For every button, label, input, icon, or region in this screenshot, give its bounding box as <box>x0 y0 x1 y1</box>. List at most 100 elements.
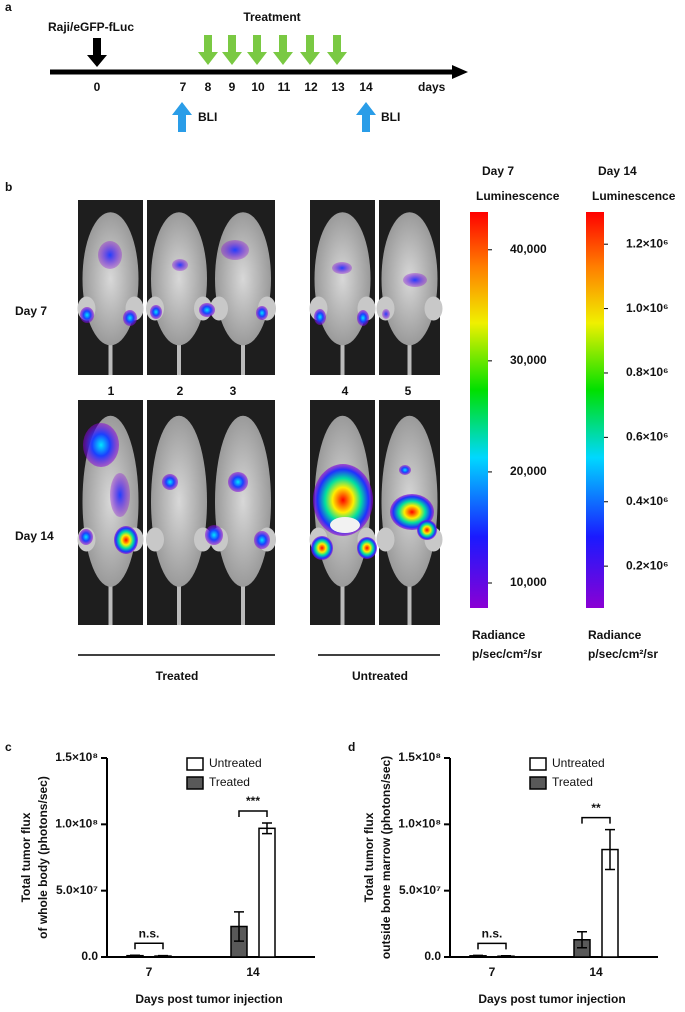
significance-label: n.s. <box>482 927 503 941</box>
legend-label: Untreated <box>209 756 262 770</box>
x-tick-label: 7 <box>146 965 153 979</box>
colorbar-title: Day 14 <box>598 164 637 178</box>
bli-signal <box>205 525 223 545</box>
colorbar-tick-label: 1.0×10⁶ <box>626 301 669 315</box>
mouse-body <box>215 212 271 346</box>
y-tick-label: 0.0 <box>81 949 98 963</box>
day-label: 7 <box>180 80 187 94</box>
bli-signal <box>79 529 93 545</box>
bli-signal <box>228 472 248 492</box>
bli-signal <box>114 526 138 554</box>
colorbar <box>586 212 604 608</box>
colorbar-tick-label: 10,000 <box>510 575 547 589</box>
y-tick-label: 1.5×10⁸ <box>398 750 441 764</box>
significance-bracket <box>477 942 507 950</box>
y-tick-label: 0.0 <box>424 949 441 963</box>
mouse-leg <box>376 296 395 321</box>
treatment-arrow <box>327 35 347 65</box>
colorbar-unit: p/sec/cm²/sr <box>588 647 658 661</box>
day-label: 10 <box>251 80 265 94</box>
treatment-arrow <box>300 35 320 65</box>
colorbar-tick-label: 0.6×10⁶ <box>626 430 669 444</box>
colorbar-tick-label: 30,000 <box>510 353 547 367</box>
panel-letter: b <box>5 180 12 194</box>
mouse-body <box>82 212 139 346</box>
bli-signal <box>314 309 326 325</box>
bli-signal <box>417 520 437 540</box>
bli-signal <box>123 310 137 326</box>
colorbar-tick-label: 0.4×10⁶ <box>626 494 669 508</box>
y-tick-label: 1.0×10⁸ <box>55 817 98 831</box>
cells-label: Raji/eGFP-fLuc <box>48 20 134 34</box>
x-tick-label: 7 <box>489 965 496 979</box>
mouse-body <box>151 212 207 346</box>
bli-signal <box>199 303 215 317</box>
bli-arrow <box>356 102 376 132</box>
bli-signal <box>399 465 411 475</box>
day-label: 0 <box>94 80 101 94</box>
mouse-leg <box>146 527 164 552</box>
y-axis-label: of whole body (photons/sec) <box>36 776 50 939</box>
y-axis-label: outside bone marrow (photons/sec) <box>379 756 393 959</box>
significance-bracket <box>581 816 611 824</box>
colorbar-tick-label: 0.2×10⁶ <box>626 558 669 572</box>
colorbar-label: Luminescence <box>476 189 560 203</box>
significance-bracket <box>238 810 268 818</box>
treatment-arrow <box>273 35 293 65</box>
y-axis-label: Total tumor flux <box>362 812 376 902</box>
y-tick-label: 1.0×10⁸ <box>398 817 441 831</box>
row-label: Day 7 <box>15 304 47 318</box>
bli-arrow <box>172 102 192 132</box>
bar <box>258 827 276 958</box>
colorbar-tick-label: 20,000 <box>510 464 547 478</box>
x-axis-label: Days post tumor injection <box>478 992 625 1006</box>
day-label: 9 <box>229 80 236 94</box>
row-label: Day 14 <box>15 529 54 543</box>
bli-signal <box>162 474 178 490</box>
mouse-leg <box>424 296 443 321</box>
panel-letter: d <box>348 740 355 754</box>
day-label: 14 <box>359 80 373 94</box>
timeline-arrowhead <box>452 65 468 79</box>
group-label: Untreated <box>352 669 408 683</box>
legend-swatch <box>529 776 547 790</box>
bli-signal <box>313 464 373 536</box>
days-unit: days <box>418 80 446 94</box>
error-bar <box>262 822 272 835</box>
y-axis-label: Total tumor flux <box>19 812 33 902</box>
bli-signal <box>332 262 352 274</box>
x-axis-label: Days post tumor injection <box>135 992 282 1006</box>
bli-signal <box>172 259 188 271</box>
bli-signal <box>110 473 130 517</box>
bli-label: BLI <box>198 110 217 124</box>
legend-swatch <box>186 776 204 790</box>
mouse-body <box>314 212 371 346</box>
bli-signal <box>83 423 119 467</box>
y-tick-label: 5.0×10⁷ <box>56 883 98 897</box>
bli-signal <box>382 309 390 319</box>
colorbar-tick-label: 0.8×10⁶ <box>626 365 669 379</box>
mouse-number: 2 <box>177 384 184 398</box>
significance-label: *** <box>246 794 260 808</box>
legend-label: Treated <box>552 775 593 789</box>
bli-signal <box>254 531 270 549</box>
mouse-number: 5 <box>405 384 412 398</box>
colorbar-unit: Radiance <box>472 628 526 642</box>
day-label: 11 <box>278 80 291 94</box>
panel-letter: a <box>5 0 12 14</box>
significance-label: n.s. <box>139 926 160 940</box>
colorbar-label: Luminescence <box>592 189 676 203</box>
day-label: 12 <box>304 80 318 94</box>
y-tick-label: 5.0×10⁷ <box>399 883 441 897</box>
significance-label: ** <box>591 801 601 815</box>
bli-signal <box>403 273 427 287</box>
bli-signal <box>357 537 377 559</box>
legend-swatch <box>186 757 204 771</box>
legend-label: Treated <box>209 775 250 789</box>
mouse-body <box>151 415 207 587</box>
error-bar <box>577 931 587 949</box>
mouse-number: 3 <box>230 384 237 398</box>
bli-signal <box>221 240 249 260</box>
legend-swatch <box>529 757 547 771</box>
